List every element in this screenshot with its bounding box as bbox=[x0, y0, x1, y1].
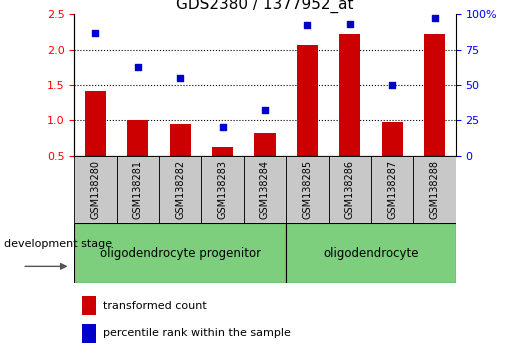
Bar bbox=[170, 124, 191, 156]
Bar bbox=[117, 156, 159, 223]
Bar bbox=[127, 120, 148, 156]
Bar bbox=[382, 122, 403, 156]
Text: transformed count: transformed count bbox=[103, 301, 207, 311]
Text: GSM138283: GSM138283 bbox=[218, 160, 227, 219]
Text: oligodendrocyte: oligodendrocyte bbox=[323, 247, 419, 259]
Bar bbox=[329, 156, 371, 223]
Bar bbox=[85, 91, 106, 156]
Text: GSM138288: GSM138288 bbox=[430, 160, 439, 219]
Bar bbox=[424, 34, 445, 156]
Point bbox=[176, 75, 184, 81]
Bar bbox=[82, 324, 95, 343]
Text: development stage: development stage bbox=[4, 239, 112, 249]
Bar bbox=[74, 156, 117, 223]
Bar bbox=[339, 34, 360, 156]
Point bbox=[346, 21, 354, 27]
Text: oligodendrocyte progenitor: oligodendrocyte progenitor bbox=[100, 247, 261, 259]
Point bbox=[430, 16, 439, 21]
Bar bbox=[201, 156, 244, 223]
Bar bbox=[212, 147, 233, 156]
Point bbox=[134, 64, 142, 69]
Bar bbox=[286, 223, 456, 283]
Point bbox=[388, 82, 396, 88]
Text: GSM138282: GSM138282 bbox=[175, 160, 185, 219]
Bar bbox=[244, 156, 286, 223]
Text: GSM138285: GSM138285 bbox=[303, 160, 312, 219]
Bar bbox=[74, 223, 286, 283]
Text: GSM138286: GSM138286 bbox=[345, 160, 355, 219]
Point bbox=[303, 23, 312, 28]
Text: GSM138284: GSM138284 bbox=[260, 160, 270, 219]
Bar bbox=[254, 133, 276, 156]
Text: GSM138287: GSM138287 bbox=[387, 160, 397, 219]
Bar bbox=[297, 45, 318, 156]
Text: percentile rank within the sample: percentile rank within the sample bbox=[103, 328, 291, 338]
Title: GDS2380 / 1377952_at: GDS2380 / 1377952_at bbox=[176, 0, 354, 13]
Text: GSM138281: GSM138281 bbox=[133, 160, 143, 219]
Bar bbox=[413, 156, 456, 223]
Point bbox=[218, 125, 227, 130]
Point bbox=[261, 108, 269, 113]
Bar bbox=[82, 296, 95, 315]
Bar bbox=[371, 156, 413, 223]
Bar bbox=[159, 156, 201, 223]
Point bbox=[91, 30, 100, 35]
Bar bbox=[286, 156, 329, 223]
Text: GSM138280: GSM138280 bbox=[91, 160, 100, 219]
